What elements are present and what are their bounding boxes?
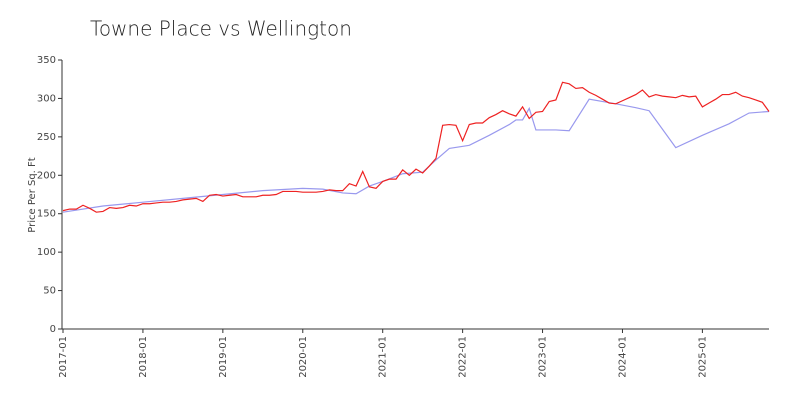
y-tick-label: 100 — [37, 247, 56, 258]
y-tick-label: 150 — [37, 209, 56, 220]
y-axis-label: Price Per Sq. Ft — [27, 157, 38, 232]
x-tick-label: 2024-01 — [617, 336, 628, 378]
y-tick-label: 50 — [43, 286, 56, 297]
line-series — [62, 81, 770, 213]
y-tick-label: 200 — [37, 170, 56, 181]
y-tick-label: 300 — [37, 93, 56, 104]
chart-title: Towne Place vs Wellington — [90, 17, 352, 41]
x-tick-label: 2017-01 — [58, 336, 69, 378]
x-tick-label: 2023-01 — [538, 336, 549, 378]
y-tick-label: 250 — [37, 132, 56, 143]
y-tick-label: 350 — [37, 55, 56, 66]
x-tick-label: 2020-01 — [298, 336, 309, 378]
x-tick-label: 2018-01 — [138, 336, 149, 378]
x-tick-label: 2022-01 — [458, 336, 469, 378]
y-tick-label: 0 — [50, 324, 56, 335]
line-series — [62, 98, 770, 213]
x-tick-label: 2021-01 — [378, 336, 389, 378]
x-tick-label: 2019-01 — [218, 336, 229, 378]
x-tick-label: 2025-01 — [697, 336, 708, 378]
